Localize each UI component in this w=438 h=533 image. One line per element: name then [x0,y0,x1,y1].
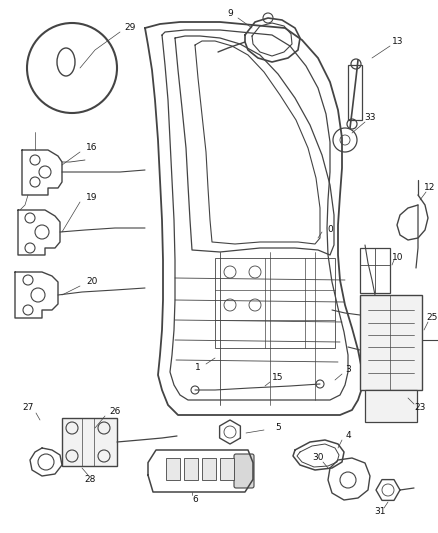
Bar [348,65,362,120]
Text: 0: 0 [327,225,333,235]
Text: 4: 4 [345,431,351,440]
Bar [184,458,198,480]
Text: 19: 19 [86,193,98,203]
Text: 30: 30 [312,454,324,463]
Bar [360,295,422,390]
Text: 31: 31 [374,507,386,516]
Text: 23: 23 [414,403,426,413]
Bar [220,458,234,480]
Text: 5: 5 [275,424,281,432]
Text: 15: 15 [272,374,284,383]
Text: 29: 29 [124,23,136,33]
Bar [166,458,180,480]
Bar [202,458,216,480]
Text: 27: 27 [22,403,34,413]
Bar [365,390,417,422]
Text: 33: 33 [364,114,376,123]
Text: 12: 12 [424,183,436,192]
Bar [215,258,335,348]
Text: 16: 16 [86,143,98,152]
Bar [360,248,390,293]
Text: 28: 28 [84,475,95,484]
Bar [62,418,117,466]
Text: 1: 1 [195,364,201,373]
FancyBboxPatch shape [234,454,254,488]
Text: 6: 6 [192,496,198,505]
Text: 25: 25 [426,313,438,322]
Text: 26: 26 [110,408,121,416]
Text: 3: 3 [345,366,351,375]
Text: 20: 20 [86,278,98,287]
Text: 9: 9 [227,10,233,19]
Text: 13: 13 [392,37,404,46]
Text: 10: 10 [392,254,404,262]
